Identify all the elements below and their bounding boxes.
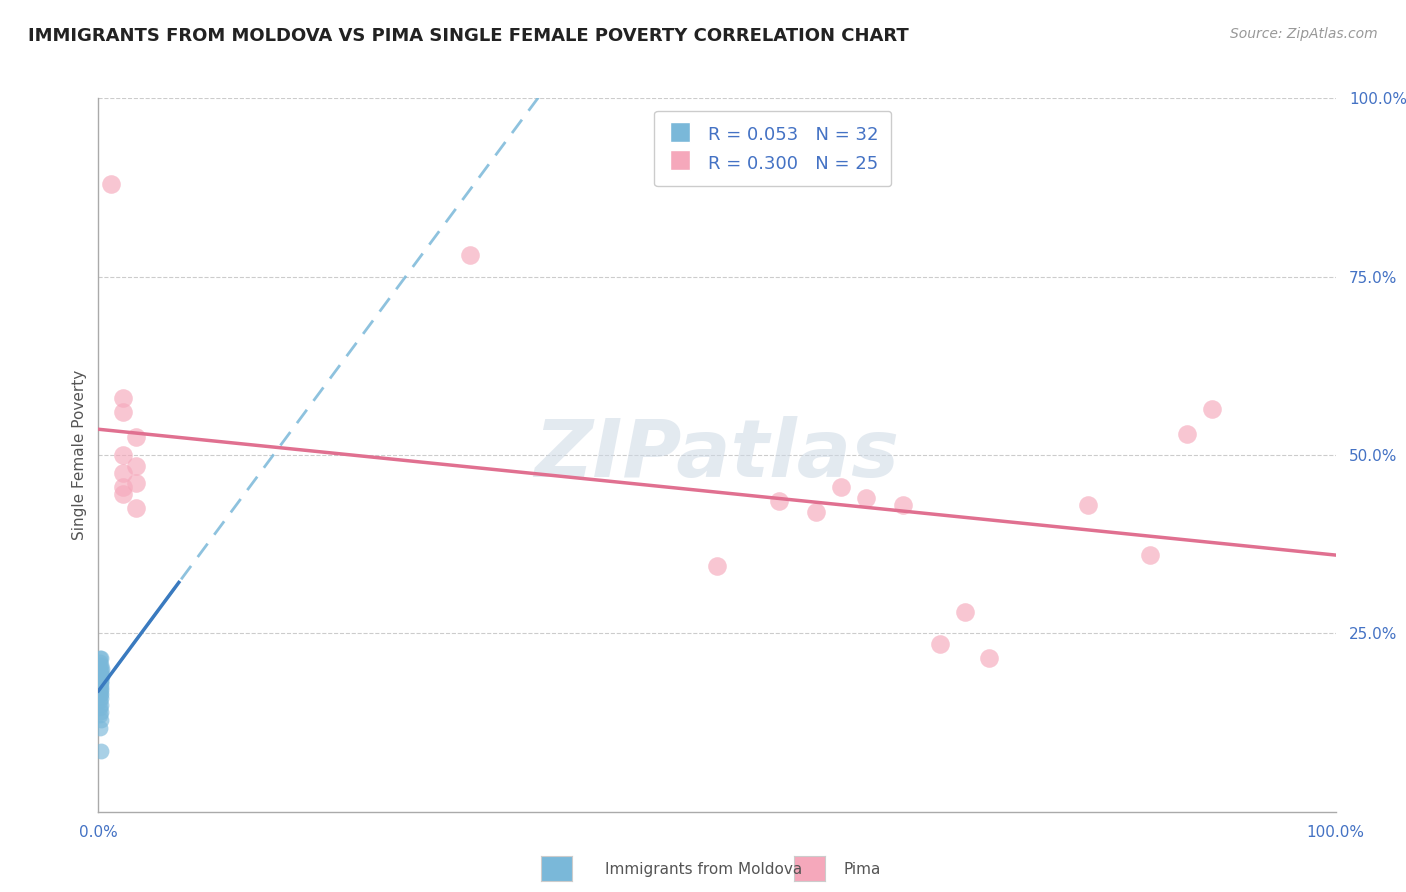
Point bbox=[112, 480, 135, 494]
Point bbox=[112, 391, 135, 405]
Point bbox=[89, 662, 111, 676]
Point bbox=[112, 405, 135, 419]
Point bbox=[124, 458, 146, 473]
Point bbox=[830, 480, 852, 494]
Point bbox=[91, 669, 114, 683]
Point bbox=[90, 674, 112, 689]
Point bbox=[90, 671, 112, 685]
Point bbox=[90, 698, 112, 712]
Text: ZIPatlas: ZIPatlas bbox=[534, 416, 900, 494]
Point bbox=[89, 721, 111, 735]
Point bbox=[89, 708, 111, 723]
Point bbox=[89, 673, 111, 687]
Point bbox=[89, 701, 111, 715]
Point bbox=[89, 674, 111, 689]
Point bbox=[1139, 548, 1161, 562]
Point bbox=[891, 498, 914, 512]
Point bbox=[90, 744, 112, 758]
Y-axis label: Single Female Poverty: Single Female Poverty bbox=[72, 370, 87, 540]
Point bbox=[89, 655, 111, 669]
Point bbox=[100, 177, 122, 191]
Point bbox=[90, 705, 112, 719]
Point bbox=[979, 651, 1001, 665]
Legend: R = 0.053   N = 32, R = 0.300   N = 25: R = 0.053 N = 32, R = 0.300 N = 25 bbox=[654, 111, 891, 186]
Point bbox=[90, 680, 112, 694]
Point bbox=[89, 651, 111, 665]
Point bbox=[124, 430, 146, 444]
Point bbox=[90, 683, 112, 698]
Point bbox=[89, 685, 111, 699]
Point bbox=[112, 448, 135, 462]
Point bbox=[706, 558, 728, 573]
Point bbox=[855, 491, 877, 505]
Point bbox=[124, 501, 146, 516]
Point bbox=[89, 689, 111, 703]
Point bbox=[1175, 426, 1198, 441]
Text: Source: ZipAtlas.com: Source: ZipAtlas.com bbox=[1230, 27, 1378, 41]
Point bbox=[458, 248, 481, 262]
Text: IMMIGRANTS FROM MOLDOVA VS PIMA SINGLE FEMALE POVERTY CORRELATION CHART: IMMIGRANTS FROM MOLDOVA VS PIMA SINGLE F… bbox=[28, 27, 908, 45]
Point bbox=[90, 651, 112, 665]
Point bbox=[928, 637, 950, 651]
Point bbox=[89, 681, 111, 696]
Point bbox=[112, 466, 135, 480]
Point bbox=[804, 505, 827, 519]
Text: Pima: Pima bbox=[844, 863, 882, 877]
Point bbox=[1077, 498, 1099, 512]
Point bbox=[90, 676, 112, 690]
Point bbox=[90, 664, 112, 678]
Point bbox=[90, 687, 112, 701]
Text: Immigrants from Moldova: Immigrants from Moldova bbox=[605, 863, 801, 877]
Point bbox=[1201, 401, 1223, 416]
Point bbox=[89, 669, 111, 683]
Point bbox=[90, 658, 112, 673]
Point bbox=[768, 494, 790, 508]
Point bbox=[89, 694, 111, 708]
Point bbox=[91, 662, 114, 676]
Point bbox=[124, 476, 146, 491]
Point bbox=[90, 714, 112, 728]
Point bbox=[112, 487, 135, 501]
Point bbox=[90, 690, 112, 705]
Point bbox=[89, 678, 111, 692]
Point bbox=[90, 667, 112, 681]
Point bbox=[953, 605, 976, 619]
Point bbox=[89, 665, 111, 680]
